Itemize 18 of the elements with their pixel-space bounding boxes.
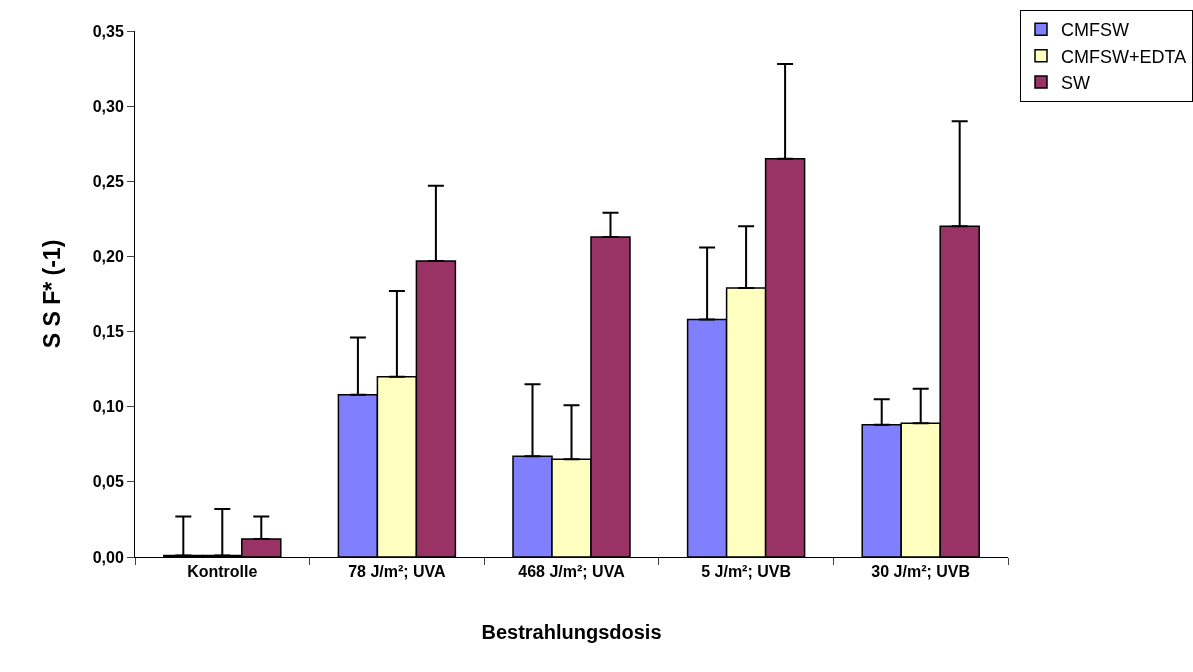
legend-label: CMFSW xyxy=(1061,20,1129,41)
x-tick-label: 468 J/m²; UVA xyxy=(518,563,626,581)
legend-label: SW xyxy=(1061,73,1091,94)
y-tick-label: 0,20 xyxy=(92,248,124,266)
y-axis-title: S S F* (-1) xyxy=(39,239,66,349)
x-axis-title: Bestrahlungsdosis xyxy=(481,620,662,643)
legend-label: CMFSW+EDTA xyxy=(1061,46,1187,67)
y-tick-label: 0,35 xyxy=(92,22,124,40)
y-tick-label: 0,15 xyxy=(92,323,124,341)
y-tick-label: 0,00 xyxy=(92,548,124,566)
y-tick-label: 0,25 xyxy=(92,172,124,190)
x-tick-label: 5 J/m²; UVB xyxy=(701,563,791,581)
x-tick-label: 30 J/m²; UVB xyxy=(871,563,971,581)
x-tick-label: Kontrolle xyxy=(187,563,258,581)
y-tick-label: 0,05 xyxy=(92,473,124,491)
x-tick-label: 78 J/m²; UVA xyxy=(348,563,447,581)
y-tick-label: 0,30 xyxy=(92,97,124,115)
y-tick-label: 0,10 xyxy=(92,398,124,416)
